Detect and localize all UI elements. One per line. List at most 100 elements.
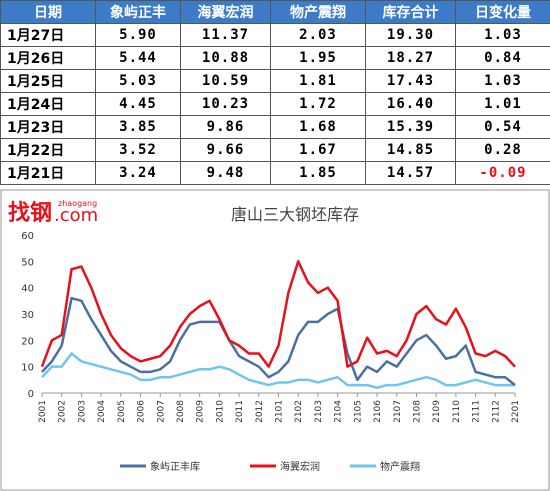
x-tick-label: 2108 bbox=[412, 400, 422, 423]
series-line bbox=[41, 296, 516, 387]
header-cell: 海翼宏润 bbox=[180, 0, 271, 24]
table-cell: 1月22日 bbox=[0, 138, 96, 162]
table-cell: 1月27日 bbox=[0, 23, 96, 47]
header-cell: 象屿正丰 bbox=[95, 0, 181, 24]
table-cell: 1.68 bbox=[270, 115, 366, 139]
y-tick-label: 30 bbox=[21, 310, 34, 321]
x-tick-label: 2110 bbox=[452, 400, 462, 423]
x-tick-label: 2002 bbox=[58, 400, 68, 423]
x-tick-label: 2009 bbox=[196, 400, 206, 423]
x-tick-label: 2111 bbox=[472, 400, 482, 423]
y-tick-label: 60 bbox=[21, 231, 34, 242]
header-cell: 日变化量 bbox=[455, 0, 550, 24]
x-tick-label: 2102 bbox=[294, 400, 304, 423]
table-cell: 1月23日 bbox=[0, 115, 96, 139]
table-row: 1月24日 4.45 10.23 1.72 16.40 1.01 bbox=[0, 92, 550, 116]
table-cell: 10.88 bbox=[180, 46, 271, 70]
table-cell: 5.90 bbox=[95, 23, 181, 47]
series-line bbox=[40, 260, 516, 368]
table-cell: 15.39 bbox=[365, 115, 456, 139]
x-tick-label: 2004 bbox=[97, 400, 107, 423]
x-tick-label: 2005 bbox=[117, 400, 127, 423]
table-cell: 1月21日 bbox=[0, 161, 96, 185]
logo-domain: .com bbox=[54, 205, 98, 226]
table-cell: 10.23 bbox=[180, 92, 271, 116]
header-cell: 日期 bbox=[0, 0, 96, 24]
x-tick-label: 2112 bbox=[491, 400, 501, 423]
legend-label: 象屿正丰库 bbox=[150, 460, 200, 473]
table-row: 1月27日 5.90 11.37 2.03 19.30 1.03 bbox=[0, 23, 550, 47]
table-row: 1月26日 5.44 10.88 1.95 18.27 0.84 bbox=[0, 46, 550, 70]
table-cell: 1.03 bbox=[455, 69, 550, 93]
x-tick-label: 2101 bbox=[275, 400, 285, 423]
header-cell: 库存合计 bbox=[365, 0, 456, 24]
chart: 找钢 zhaogang .com 唐山三大钢坯库存 0 10 20 30 40 50 60 2… bbox=[0, 189, 550, 491]
x-tick-label: 2103 bbox=[314, 400, 324, 423]
table-cell: 14.85 bbox=[365, 138, 456, 162]
table-cell: -0.09 bbox=[455, 161, 550, 185]
table-cell: 9.48 bbox=[180, 161, 271, 185]
chart-title: 唐山三大钢坯库存 bbox=[231, 205, 359, 224]
table-cell: 10.59 bbox=[180, 69, 271, 93]
x-tick-label: 2105 bbox=[353, 400, 363, 423]
inventory-table: 日期 象屿正丰 海翼宏润 物产震翔 库存合计 日变化量 1月27日 5.90 11.37 2.0… bbox=[0, 0, 550, 185]
x-tick-label: 2006 bbox=[137, 400, 147, 423]
legend-label: 物产震翔 bbox=[380, 460, 420, 473]
table-cell: 9.86 bbox=[180, 115, 271, 139]
x-tick-label: 2107 bbox=[393, 400, 403, 423]
series-line bbox=[41, 352, 515, 389]
logo-pinyin: zhaogang bbox=[58, 199, 97, 208]
table-cell: 5.03 bbox=[95, 69, 181, 93]
table-cell: 1.03 bbox=[455, 23, 550, 47]
table-cell: 0.28 bbox=[455, 138, 550, 162]
table-cell: 14.57 bbox=[365, 161, 456, 185]
y-tick-label: 50 bbox=[21, 257, 34, 268]
table-row: 1月21日 3.24 9.48 1.85 14.57 -0.09 bbox=[0, 161, 550, 185]
x-tick-label: 2106 bbox=[373, 400, 383, 423]
table-cell: 3.52 bbox=[95, 138, 181, 162]
logo-brand: 找钢 bbox=[8, 200, 52, 226]
x-tick-label: 2104 bbox=[334, 400, 344, 423]
table-cell: 11.37 bbox=[180, 23, 271, 47]
table-cell: 3.24 bbox=[95, 161, 181, 185]
y-tick-label: 10 bbox=[21, 363, 34, 374]
x-tick-label: 2003 bbox=[77, 400, 87, 423]
y-tick-label: 0 bbox=[28, 389, 34, 400]
table-cell: 2.03 bbox=[270, 23, 366, 47]
x-tick-label: 2010 bbox=[215, 400, 225, 423]
header-cell: 物产震翔 bbox=[270, 0, 366, 24]
table-cell: 1.95 bbox=[270, 46, 366, 70]
table-cell: 0.84 bbox=[455, 46, 550, 70]
table-cell: 0.54 bbox=[455, 115, 550, 139]
table-row: 1月25日 5.03 10.59 1.81 17.43 1.03 bbox=[0, 69, 550, 93]
legend-label: 海翼宏润 bbox=[280, 460, 320, 473]
x-tick-label: 2001 bbox=[38, 400, 48, 423]
table-row: 1月22日 3.52 9.66 1.67 14.85 0.28 bbox=[0, 138, 550, 162]
table-cell: 1.01 bbox=[455, 92, 550, 116]
table-cell: 1.72 bbox=[270, 92, 366, 116]
table-cell: 1.85 bbox=[270, 161, 366, 185]
table-cell: 5.44 bbox=[95, 46, 181, 70]
x-tick-label: 2011 bbox=[235, 400, 245, 423]
table-cell: 1月25日 bbox=[0, 69, 96, 93]
table-cell: 1月24日 bbox=[0, 92, 96, 116]
x-tick-label: 2012 bbox=[255, 400, 265, 423]
chart-border bbox=[0, 189, 550, 491]
x-tick-label: 2007 bbox=[156, 400, 166, 423]
y-tick-label: 40 bbox=[21, 284, 34, 295]
y-tick-label: 20 bbox=[21, 336, 34, 347]
x-tick-label: 2008 bbox=[176, 400, 186, 423]
header-row: 日期 象屿正丰 海翼宏润 物产震翔 库存合计 日变化量 bbox=[0, 0, 550, 24]
table-cell: 4.45 bbox=[95, 92, 181, 116]
table-cell: 1.81 bbox=[270, 69, 366, 93]
table-cell: 1.67 bbox=[270, 138, 366, 162]
x-tick-label: 2201 bbox=[511, 400, 521, 423]
x-tick-label: 2109 bbox=[432, 400, 442, 423]
table-cell: 9.66 bbox=[180, 138, 271, 162]
table-cell: 19.30 bbox=[365, 23, 456, 47]
table-cell: 1月26日 bbox=[0, 46, 96, 70]
table-cell: 3.85 bbox=[95, 115, 181, 139]
table-cell: 18.27 bbox=[365, 46, 456, 70]
table-cell: 16.40 bbox=[365, 92, 456, 116]
